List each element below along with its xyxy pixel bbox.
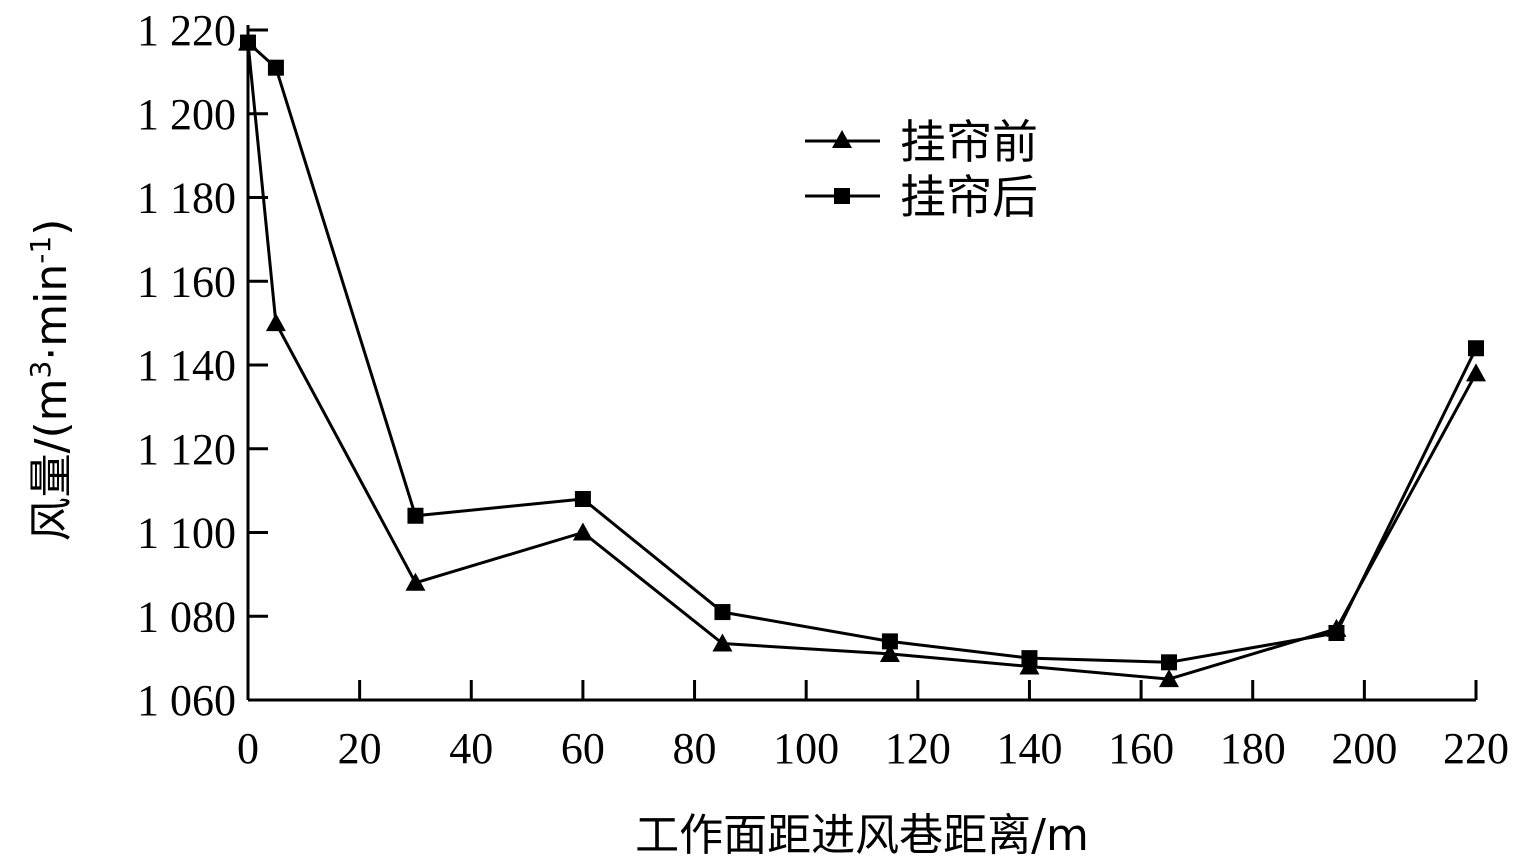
y-tick-label: 1 060	[137, 676, 236, 725]
y-axis-title-sup2: -1	[24, 236, 57, 264]
y-tick-label: 1 160	[137, 257, 236, 306]
series-line-0	[246, 42, 1478, 681]
series-layer	[238, 32, 1486, 688]
x-tick-label: 200	[1331, 724, 1397, 773]
y-tick-label: 1 100	[137, 509, 236, 558]
ticks	[246, 28, 1478, 702]
data-point-square	[1468, 340, 1484, 357]
legend-marker-square	[834, 188, 850, 204]
y-tick-label: 1 140	[137, 341, 236, 390]
y-axis-title-sup1: 3	[24, 361, 57, 379]
x-tick-label: 80	[673, 724, 717, 773]
series-line-1	[246, 41, 1478, 664]
data-point-square	[267, 59, 284, 76]
data-point-square	[1021, 650, 1038, 667]
x-tick-label: 160	[1108, 724, 1174, 773]
legend-label-after: 挂帘后	[900, 170, 1038, 224]
data-point-square	[881, 633, 898, 650]
legend-marker-triangle	[832, 130, 852, 148]
legend-item-after: 挂帘后	[805, 170, 1038, 224]
data-point-square	[714, 604, 731, 621]
x-tick-label: 60	[561, 724, 605, 773]
x-tick-label: 220	[1443, 724, 1509, 773]
y-axis-title-main: 风量/(m	[26, 379, 77, 542]
data-point-square	[407, 507, 424, 524]
y-tick-label: 1 180	[137, 174, 236, 223]
y-axis-title-end: )	[26, 219, 77, 236]
x-tick-label: 100	[773, 724, 839, 773]
x-tick-label: 140	[996, 724, 1062, 773]
data-point-square	[1161, 654, 1177, 671]
data-point-triangle	[572, 522, 593, 541]
x-tick-label: 20	[338, 724, 382, 773]
tick-labels: 0 20 40 60 80 100 120 140 160 180 200 220 1 060 1 080…	[137, 6, 1509, 773]
data-point-triangle	[1466, 363, 1486, 382]
data-point-triangle	[1159, 669, 1179, 688]
y-axis-title: 风量/(m3·min-1)	[24, 219, 78, 542]
x-tick-label: 40	[449, 724, 493, 773]
data-point-triangle	[879, 643, 900, 662]
y-tick-label: 1 120	[137, 425, 236, 474]
data-point-triangle	[405, 572, 426, 591]
axes	[246, 25, 1476, 702]
x-tick-label: 0	[237, 724, 259, 773]
x-tick-label: 180	[1220, 724, 1286, 773]
y-tick-label: 1 080	[137, 592, 236, 641]
data-point-square	[1328, 625, 1345, 641]
x-axis-title: 工作面距进风巷距离/m	[635, 810, 1089, 861]
legend-label-before: 挂帘前	[900, 115, 1038, 169]
data-point-square	[240, 34, 256, 51]
legend-item-before: 挂帘前	[805, 115, 1038, 169]
data-point-triangle	[712, 633, 733, 652]
y-tick-label: 1 220	[137, 6, 236, 55]
data-point-square	[574, 491, 591, 507]
legend: 挂帘前 挂帘后	[805, 115, 1038, 224]
x-tick-label: 120	[885, 724, 951, 773]
y-axis-title-mid: ·min	[26, 264, 77, 361]
data-point-triangle	[265, 313, 286, 332]
y-tick-label: 1 200	[137, 90, 236, 139]
